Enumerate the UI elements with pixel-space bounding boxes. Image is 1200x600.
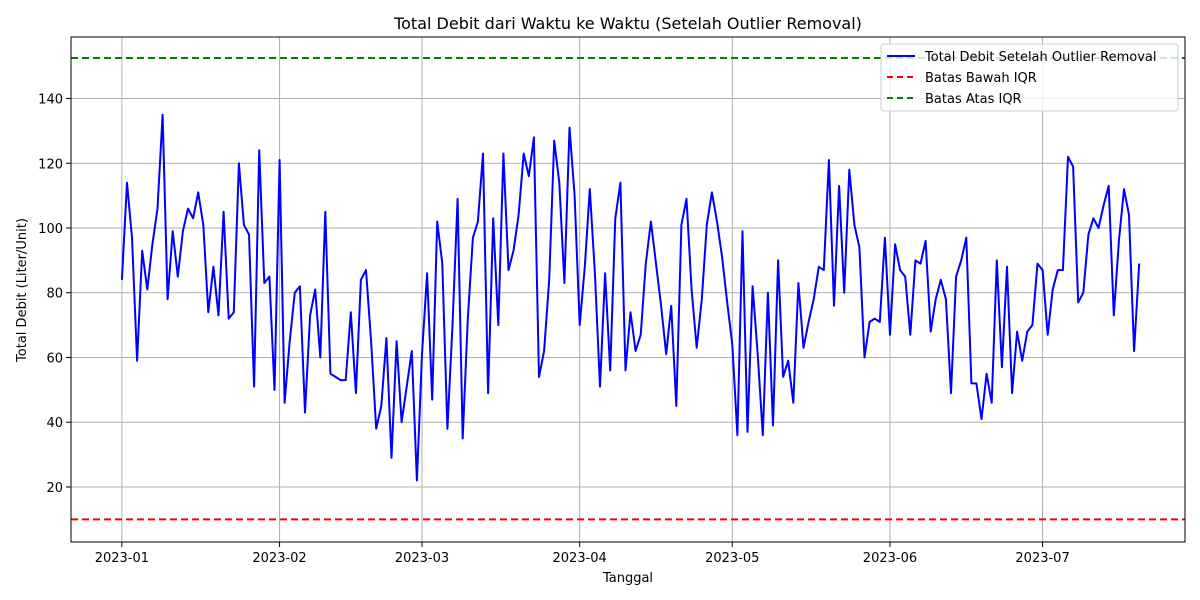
series-line [120,113,1141,482]
legend-label-upper-bound: Batas Atas IQR [925,92,1022,107]
y-tick-label: 100 [38,222,63,237]
axis-ticks: 2023-01 2023-02 2023-03 2023-04 2023-05 2023-… [38,93,1070,566]
y-tick-label: 40 [46,416,63,431]
x-tick-label: 2023-02 [252,551,306,566]
legend-box [880,43,1179,112]
legend-label-lower-bound: Batas Bawah IQR [925,71,1037,86]
x-tick-label: 2023-03 [395,551,449,566]
reference-lines [71,57,1185,521]
y-tick-label: 20 [46,481,63,496]
y-tick-label: 120 [38,157,63,172]
y-tick-label: 140 [38,93,63,108]
legend: Total Debit Setelah Outlier Removal Bata… [880,43,1179,112]
series-layer [120,113,1141,482]
x-tick-label: 2023-01 [95,551,149,566]
x-tick-label: 2023-05 [705,551,759,566]
plot-frame [70,36,1186,543]
grid [71,37,1185,542]
x-tick-label: 2023-07 [1015,551,1069,566]
x-tick-label: 2023-06 [863,551,917,566]
legend-label-series: Total Debit Setelah Outlier Removal [924,50,1157,65]
y-tick-label: 80 [46,287,63,302]
x-axis-title: Tanggal [602,571,653,586]
chart-title: Total Debit dari Waktu ke Waktu (Setelah… [393,14,862,33]
y-axis-title: Total Debit (Liter/Unit) [15,218,30,363]
y-tick-label: 60 [46,351,63,366]
x-tick-label: 2023-04 [553,551,607,566]
